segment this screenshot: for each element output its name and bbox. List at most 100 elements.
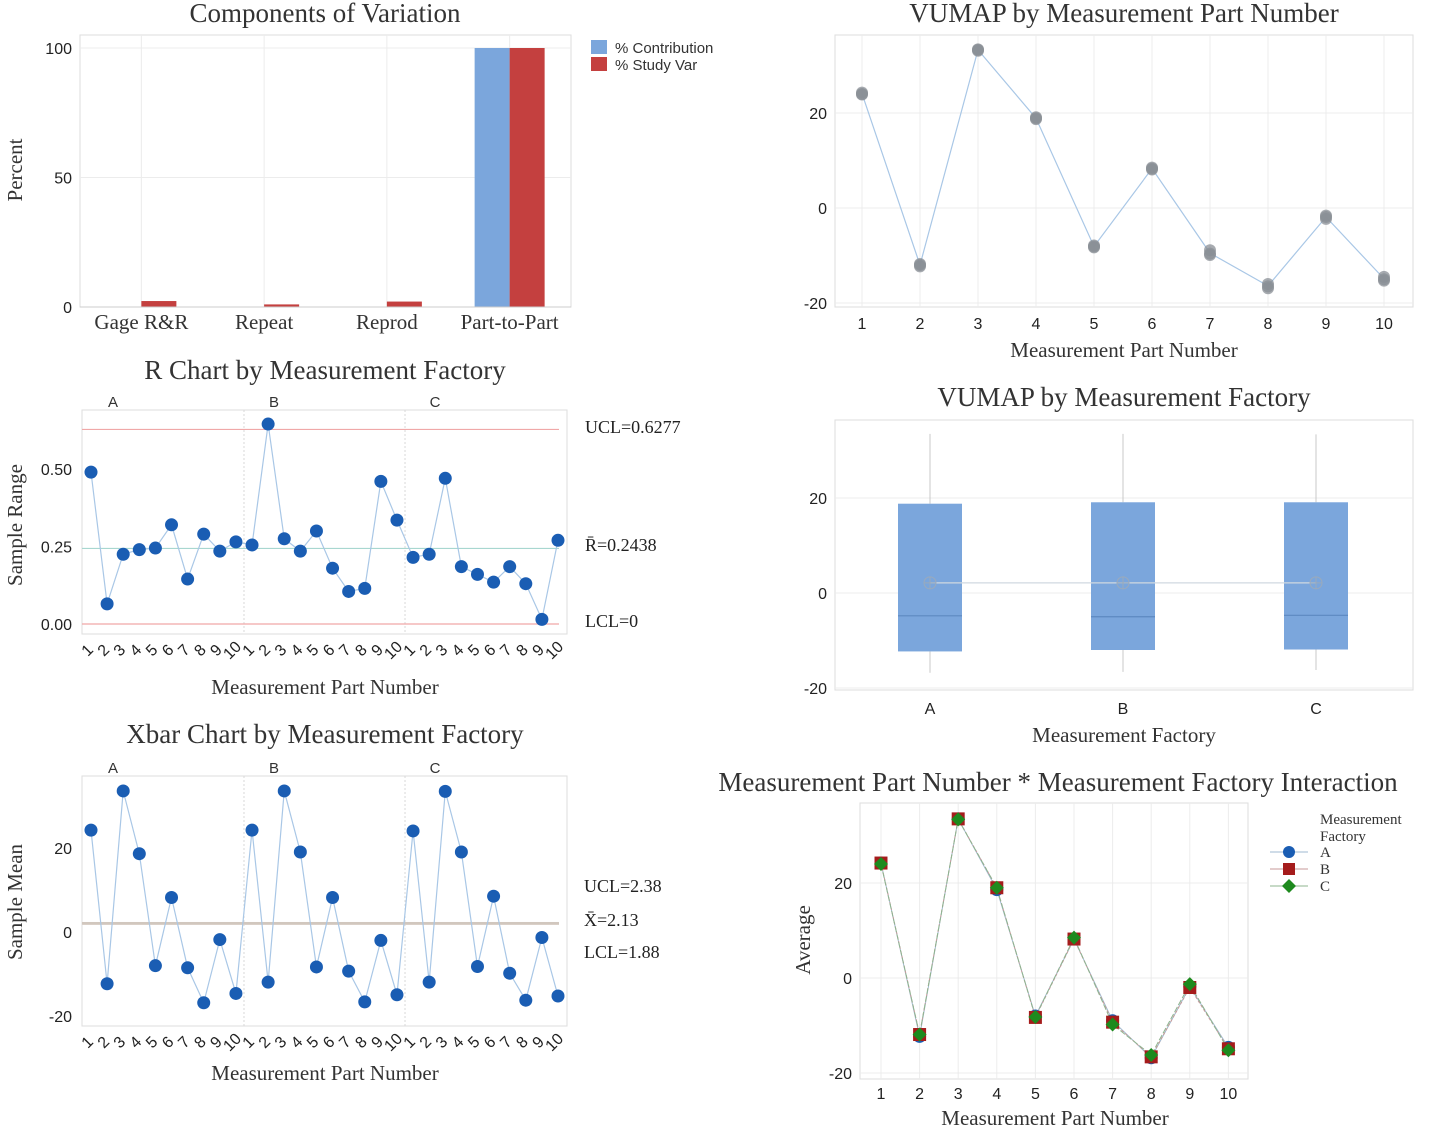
interaction-legend-marker-A: [1283, 846, 1295, 858]
r-chart-point: [326, 561, 340, 575]
r-chart-point: [503, 560, 517, 574]
xbar-chart-point: [406, 824, 420, 838]
xbar-chart-panel: Xbar Chart by Measurement Factory Sample…: [3, 719, 662, 1085]
r-chart-lcl-label: LCL=0: [585, 611, 638, 631]
components-ytick: 100: [45, 41, 72, 58]
xbar-chart-xtick: 1: [79, 1034, 97, 1052]
vumap-part-xtick: 3: [974, 316, 983, 333]
components-title: Components of Variation: [190, 0, 461, 28]
r-chart-xlabel: Measurement Part Number: [211, 675, 438, 699]
xbar-chart-plot-frame: [81, 775, 568, 1027]
vumap-factory-ytick: 20: [809, 491, 827, 508]
vumap-part-plot-frame: [834, 34, 1414, 308]
components-category-label: Gage R&R: [94, 310, 188, 334]
r-chart-xtick: 6: [481, 642, 499, 660]
xbar-chart-point: [165, 890, 179, 904]
r-chart-xtick: 5: [143, 642, 161, 660]
xbar-chart-xtick: 5: [465, 1034, 483, 1052]
bar-contribution: [474, 48, 510, 307]
vumap-part-xtick: 1: [858, 316, 867, 333]
interaction-ytick: 0: [843, 971, 852, 988]
interaction-point-C: [989, 880, 1004, 895]
xbar-chart-point: [293, 845, 307, 859]
interaction-ylabel: Average: [791, 905, 815, 975]
interaction-point-C: [1182, 977, 1197, 992]
r-chart-xtick: 5: [465, 642, 483, 660]
interaction-legend-marker-C: [1282, 879, 1296, 893]
r-chart-xtick: 2: [95, 642, 113, 660]
xbar-chart-ytick: 0: [63, 925, 72, 942]
interaction-legend-title-line1: Measurement: [1320, 812, 1402, 828]
interaction-point-C: [1028, 1009, 1043, 1024]
interaction-xtick: 4: [992, 1086, 1001, 1103]
vumap-factory-plot-frame: [834, 419, 1414, 691]
box-iqr: [1091, 502, 1155, 650]
bar-study-var: [141, 301, 177, 307]
interaction-ytick: -20: [829, 1066, 852, 1083]
interaction-point-C: [1221, 1043, 1236, 1058]
interaction-xtick: 8: [1147, 1086, 1156, 1103]
interaction-point-C: [1067, 930, 1081, 945]
xbar-chart-point: [535, 930, 549, 944]
legend-swatch-contribution: [591, 40, 607, 54]
r-chart-point: [519, 577, 533, 591]
vumap-factory-title: VUMAP by Measurement Factory: [937, 382, 1311, 412]
xbar-chart-center-label: X̄=2.13: [584, 910, 639, 930]
interaction-xtick: 6: [1070, 1086, 1079, 1103]
interaction-point-C: [1144, 1047, 1159, 1062]
r-chart-point: [277, 532, 291, 546]
r-chart-title: R Chart by Measurement Factory: [144, 355, 506, 385]
r-chart-xtick: 3: [433, 642, 451, 660]
xbar-chart-point: [132, 847, 146, 861]
vumap-part-point: [1030, 112, 1042, 125]
r-chart-point: [100, 597, 114, 611]
xbar-chart-xtick: 8: [191, 1034, 209, 1052]
xbar-chart-xtick: 1: [401, 1034, 419, 1052]
xbar-chart-ucl-label: UCL=2.38: [584, 876, 662, 896]
vumap-by-part-panel: VUMAP by Measurement Part Number -20 0 20 1…: [804, 0, 1414, 362]
vumap-part-point: [1146, 162, 1158, 175]
r-chart-point: [406, 550, 420, 564]
xbar-chart-xtick: 3: [272, 1034, 290, 1052]
xbar-chart-point: [438, 784, 452, 798]
interaction-xtick: 7: [1108, 1086, 1117, 1103]
interaction-legend-label: B: [1320, 862, 1330, 878]
xbar-chart-ylabel: Sample Mean: [3, 843, 27, 960]
xbar-chart-xtick: 8: [513, 1034, 531, 1052]
r-chart-point: [454, 560, 468, 574]
interaction-line-B: [880, 817, 1229, 1058]
vumap-part-title: VUMAP by Measurement Part Number: [909, 0, 1338, 28]
xbar-chart-xtick: 7: [336, 1034, 354, 1052]
r-chart-point: [132, 543, 146, 557]
r-chart-xtick: 8: [352, 642, 370, 660]
r-chart-panel: R Chart by Measurement Factory Sample Ra…: [3, 355, 681, 699]
r-chart-ytick: 0.25: [41, 540, 72, 557]
r-chart-xtick: 4: [127, 642, 145, 660]
xbar-chart-point: [374, 933, 388, 947]
r-chart-ucl-label: UCL=0.6277: [585, 417, 681, 437]
interaction-xlabel: Measurement Part Number: [941, 1106, 1168, 1129]
interaction-legend-title-line2: Factory: [1320, 829, 1366, 845]
components-category-label: Reprod: [356, 310, 418, 334]
r-chart-point: [261, 417, 275, 431]
xbar-chart-point: [454, 845, 468, 859]
interaction-point-C: [874, 857, 888, 871]
vumap-factory-ytick: 0: [818, 586, 827, 603]
vumap-part-ytick: -20: [804, 296, 827, 313]
r-chart-point: [390, 513, 404, 527]
xbar-chart-ytick: -20: [49, 1009, 72, 1026]
vumap-part-point: [1320, 211, 1332, 224]
r-chart-xtick: 1: [79, 642, 97, 660]
r-chart-xtick: 10: [543, 638, 568, 663]
r-chart-xtick: 4: [449, 642, 467, 660]
vumap-part-point: [1262, 280, 1274, 293]
xbar-chart-point: [422, 975, 436, 989]
xbar-chart-xtick: 3: [433, 1034, 451, 1052]
r-chart-point: [470, 567, 484, 581]
xbar-chart-point: [213, 933, 227, 947]
xbar-chart-xtick: 2: [256, 1034, 274, 1052]
interaction-point-C: [1105, 1017, 1120, 1032]
r-chart-xtick: 3: [111, 642, 129, 660]
r-chart-xtick: 4: [288, 642, 306, 660]
